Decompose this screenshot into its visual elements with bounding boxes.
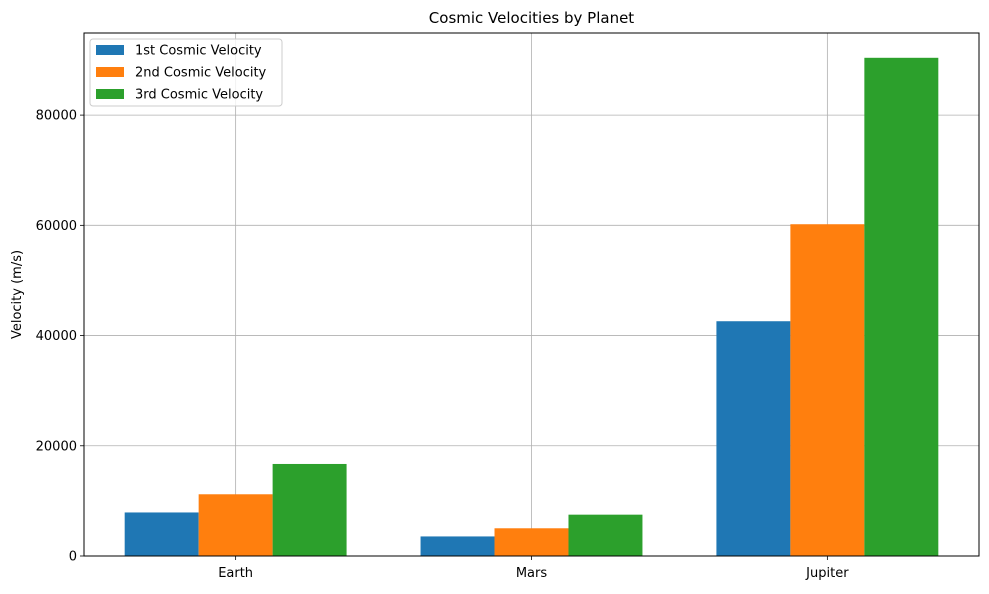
y-tick-label: 60000 <box>36 219 77 234</box>
x-tick-label: Earth <box>218 566 253 581</box>
x-tick-label: Jupiter <box>805 566 849 581</box>
legend-swatch <box>96 89 124 99</box>
legend-swatch <box>96 45 124 55</box>
bar-2-mars <box>494 528 569 556</box>
chart-title: Cosmic Velocities by Planet <box>429 9 635 27</box>
y-tick-label: 0 <box>69 550 77 565</box>
bar-2-jupiter <box>790 224 865 556</box>
bar-3-mars <box>568 514 643 556</box>
bars <box>124 57 939 556</box>
y-tick-label: 80000 <box>36 109 77 124</box>
legend: 1st Cosmic Velocity 2nd Cosmic Velocity 3r… <box>89 38 283 107</box>
bar-1-earth <box>124 512 199 556</box>
legend-box <box>89 38 283 107</box>
legend-label: 2nd Cosmic Velocity <box>135 66 267 81</box>
legend-label: 1st Cosmic Velocity <box>135 44 262 59</box>
y-axis-label: Velocity (m/s) <box>10 250 25 339</box>
y-axis: 0 20000 40000 60000 80000 <box>36 109 84 565</box>
y-tick-label: 40000 <box>36 329 77 344</box>
bar-1-mars <box>420 536 495 556</box>
legend-label: 3rd Cosmic Velocity <box>135 88 263 103</box>
x-tick-label: Mars <box>516 566 548 581</box>
bar-3-jupiter <box>864 57 939 556</box>
bar-3-earth <box>272 463 347 556</box>
legend-swatch <box>96 67 124 77</box>
y-tick-label: 20000 <box>36 439 77 454</box>
bar-2-earth <box>198 494 273 556</box>
x-axis: Earth Mars Jupiter <box>218 556 849 581</box>
bar-1-jupiter <box>716 321 791 556</box>
